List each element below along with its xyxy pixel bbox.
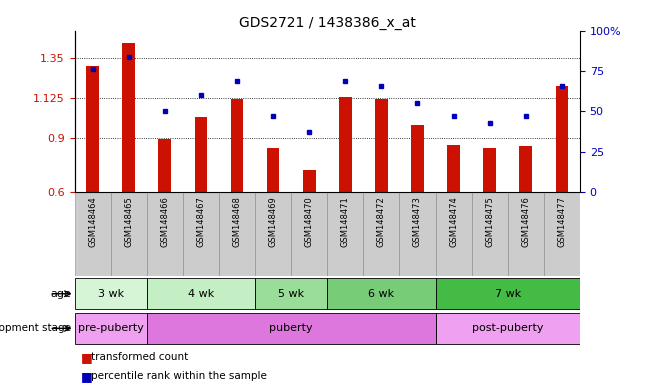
Title: GDS2721 / 1438386_x_at: GDS2721 / 1438386_x_at	[239, 16, 415, 30]
Bar	[159, 139, 171, 192]
Text: GSM148473: GSM148473	[413, 196, 422, 247]
Text: 6 wk: 6 wk	[368, 289, 395, 299]
Text: 7 wk: 7 wk	[494, 289, 521, 299]
Text: GSM148475: GSM148475	[485, 196, 494, 247]
Bar	[291, 192, 327, 276]
Text: GSM148466: GSM148466	[160, 196, 169, 247]
Text: GSM148471: GSM148471	[341, 196, 350, 247]
Text: 5 wk: 5 wk	[278, 289, 304, 299]
Bar	[146, 192, 183, 276]
Bar	[411, 125, 424, 192]
Text: ■: ■	[81, 370, 93, 383]
Bar	[339, 97, 352, 192]
Text: GSM148474: GSM148474	[449, 196, 458, 247]
Text: 4 wk: 4 wk	[188, 289, 214, 299]
Text: GSM148477: GSM148477	[557, 196, 566, 247]
Bar	[447, 146, 460, 192]
Bar	[435, 278, 580, 310]
Bar	[508, 192, 544, 276]
Text: GSM148469: GSM148469	[268, 196, 277, 247]
Text: transformed count: transformed count	[91, 352, 188, 362]
Bar	[555, 86, 568, 192]
Bar	[303, 170, 316, 192]
Text: GSM148467: GSM148467	[196, 196, 205, 247]
Bar	[364, 192, 399, 276]
Bar	[520, 146, 532, 192]
Bar	[544, 192, 580, 276]
Bar	[399, 192, 435, 276]
Text: puberty: puberty	[270, 323, 313, 333]
Bar	[472, 192, 508, 276]
Text: post-puberty: post-puberty	[472, 323, 544, 333]
Bar	[375, 99, 388, 192]
Bar	[194, 117, 207, 192]
Bar	[267, 148, 279, 192]
Bar	[231, 99, 243, 192]
Text: percentile rank within the sample: percentile rank within the sample	[91, 371, 266, 381]
Text: GSM148468: GSM148468	[233, 196, 242, 247]
Bar	[219, 192, 255, 276]
Bar	[122, 43, 135, 192]
Text: pre-puberty: pre-puberty	[78, 323, 144, 333]
Bar	[75, 313, 146, 344]
Bar	[75, 192, 111, 276]
Bar	[146, 313, 435, 344]
Bar	[146, 278, 255, 310]
Bar	[327, 192, 364, 276]
Bar	[435, 313, 580, 344]
Text: GSM148472: GSM148472	[377, 196, 386, 247]
Bar	[111, 192, 146, 276]
Bar	[435, 192, 472, 276]
Bar	[255, 192, 291, 276]
Bar	[327, 278, 435, 310]
Bar	[75, 278, 146, 310]
Text: ■: ■	[81, 351, 93, 364]
Text: GSM148470: GSM148470	[305, 196, 314, 247]
Text: 3 wk: 3 wk	[98, 289, 124, 299]
Bar	[183, 192, 219, 276]
Text: age: age	[51, 289, 71, 299]
Text: GSM148476: GSM148476	[521, 196, 530, 247]
Text: development stage: development stage	[0, 323, 71, 333]
Text: GSM148465: GSM148465	[124, 196, 133, 247]
Bar	[483, 148, 496, 192]
Text: GSM148464: GSM148464	[88, 196, 97, 247]
Bar	[255, 278, 327, 310]
Bar	[86, 66, 99, 192]
